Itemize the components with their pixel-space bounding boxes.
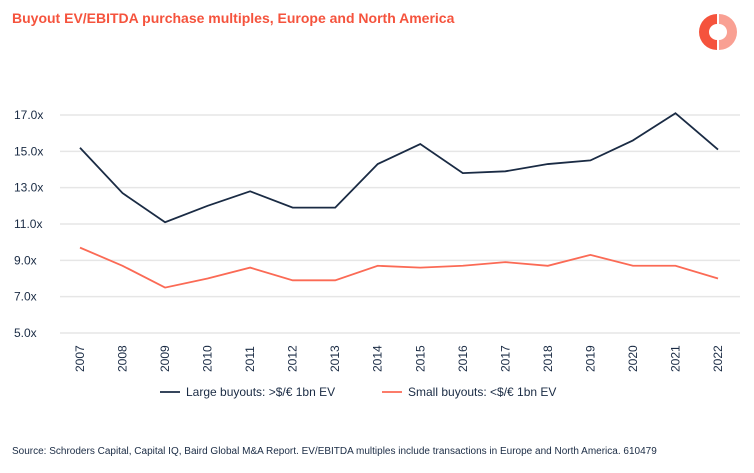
x-tick-label: 2010 (201, 345, 215, 372)
y-tick-label: 15.0x (14, 144, 43, 158)
y-tick-label: 11.0x (14, 217, 42, 231)
y-tick-label: 5.0x (14, 326, 37, 340)
x-tick-label: 2020 (626, 345, 640, 372)
x-tick-label: 2015 (413, 345, 427, 372)
legend-label: Small buyouts: <$/€ 1bn EV (408, 385, 556, 399)
line-chart: 5.0x 7.0x 9.0x 11.0x 13.0x 15.0x 17.0x 2007 2008… (14, 108, 740, 399)
schroders-logo-icon (699, 14, 737, 50)
y-tick-label: 9.0x (14, 253, 37, 267)
x-tick-label: 2016 (456, 345, 470, 372)
x-tick-label: 2013 (328, 345, 342, 372)
source-note: Source: Schroders Capital, Capital IQ, B… (12, 446, 657, 457)
x-tick-label: 2022 (711, 345, 725, 372)
x-tick-label: 2007 (73, 345, 87, 372)
x-tick-label: 2014 (371, 345, 385, 372)
x-tick-label: 2018 (541, 345, 555, 372)
x-tick-label: 2011 (243, 346, 257, 372)
x-tick-label: 2008 (116, 345, 130, 372)
y-tick-label: 17.0x (14, 108, 43, 122)
x-tick-label: 2017 (498, 345, 512, 372)
x-tick-label: 2009 (158, 345, 172, 372)
series-line-large (79, 112, 719, 224)
x-tick-label: 2019 (583, 345, 597, 372)
y-tick-label: 13.0x (14, 181, 43, 195)
legend-label: Large buyouts: >$/€ 1bn EV (186, 385, 335, 399)
chart-title: Buyout EV/EBITDA purchase multiples, Eur… (12, 10, 455, 26)
series-line-small (79, 246, 719, 289)
x-tick-label: 2012 (286, 345, 300, 372)
y-tick-label: 7.0x (14, 290, 37, 304)
x-tick-label: 2021 (668, 345, 682, 372)
